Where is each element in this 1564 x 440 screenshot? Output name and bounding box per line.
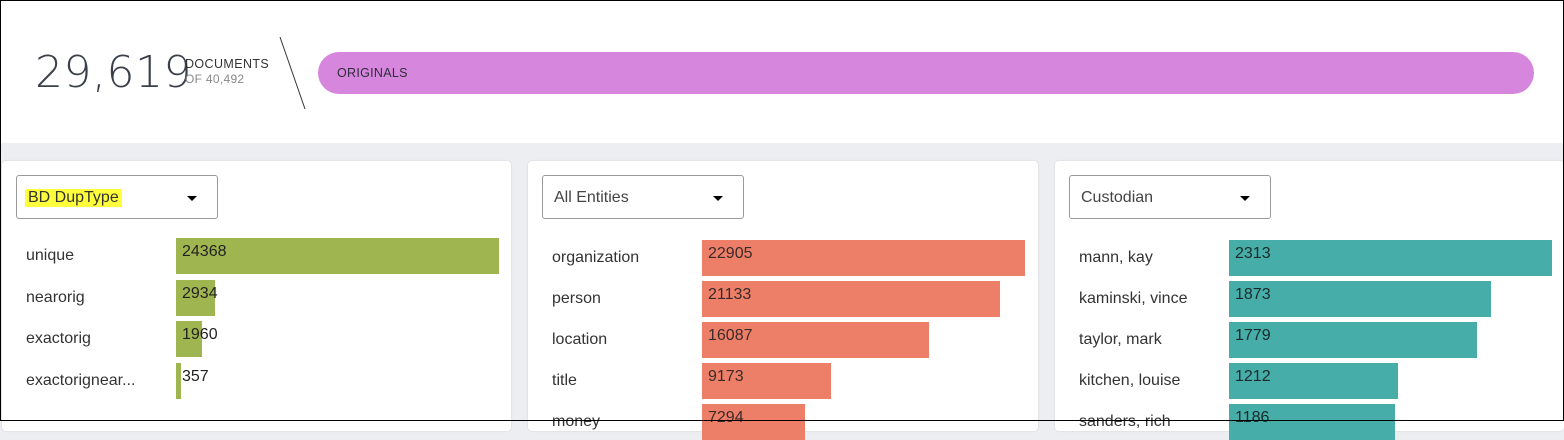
caret-down-icon xyxy=(187,196,197,201)
facet-row-label[interactable]: exactorig xyxy=(26,330,91,347)
facet-bar-value: 21133 xyxy=(708,286,752,303)
facet-bar-value: 2934 xyxy=(182,285,218,302)
facet-bar[interactable] xyxy=(176,280,215,316)
documents-label: DOCUMENTS xyxy=(185,57,270,71)
facet-bar[interactable] xyxy=(176,238,499,274)
facet-bar[interactable] xyxy=(1229,240,1552,276)
facet-select[interactable]: Custodian xyxy=(1069,175,1271,219)
facet-row-label[interactable]: title xyxy=(552,372,577,389)
facet-panel: All Entities organization 22905 person 21133… xyxy=(528,161,1038,440)
facet-row-label[interactable]: exactorignear... xyxy=(26,372,136,389)
facet-bar-value: 9173 xyxy=(708,368,744,385)
facet-bar-value: 24368 xyxy=(182,243,227,260)
originals-label: ORIGINALS xyxy=(337,66,408,80)
document-count: 29,619 xyxy=(35,47,192,98)
slash-divider xyxy=(279,36,306,110)
facet-row-label[interactable]: kitchen, louise xyxy=(1079,372,1181,389)
facet-select-value: BD DupType xyxy=(25,189,122,207)
summary-header: 29,619 DOCUMENTS OF 40,492 ORIGINALS xyxy=(1,1,1563,143)
facet-row-label[interactable]: kaminski, vince xyxy=(1079,290,1188,307)
facet-bar-value: 22905 xyxy=(708,245,753,262)
facet-bar[interactable] xyxy=(702,281,1000,317)
facet-bar[interactable] xyxy=(176,363,181,399)
facet-bar[interactable] xyxy=(1229,281,1491,317)
facet-row-label[interactable]: mann, kay xyxy=(1079,249,1153,266)
facet-bar-value: 1212 xyxy=(1235,368,1271,385)
facet-bar[interactable] xyxy=(702,322,929,358)
facet-bar-value: 1960 xyxy=(182,326,218,343)
facet-bar[interactable] xyxy=(702,363,831,399)
facet-panel: Custodian mann, kay 2313 kaminski, vince 187… xyxy=(1055,161,1564,440)
facet-select[interactable]: All Entities xyxy=(542,175,744,219)
facet-row-label[interactable]: unique xyxy=(26,247,75,264)
facet-bar-value: 2313 xyxy=(1235,245,1271,262)
facet-row-label[interactable]: nearorig xyxy=(26,289,85,306)
facet-panel: BD DupType unique 24368 nearorig 2934 exactor… xyxy=(2,161,511,431)
facet-bar-value: 7294 xyxy=(708,409,744,426)
facet-row-label[interactable]: money xyxy=(552,413,601,430)
originals-bar[interactable]: ORIGINALS xyxy=(318,52,1534,94)
caret-down-icon xyxy=(1240,196,1250,201)
facet-bar[interactable] xyxy=(176,321,202,357)
facet-row-label[interactable]: taylor, mark xyxy=(1079,331,1162,348)
facet-select-value: Custodian xyxy=(1081,189,1154,206)
facet-bar-value: 1873 xyxy=(1235,286,1271,303)
facet-bar-value: 1779 xyxy=(1235,327,1271,344)
facet-bar[interactable] xyxy=(1229,363,1398,399)
facet-bar-value: 357 xyxy=(182,368,209,385)
facet-select-value: All Entities xyxy=(554,189,629,206)
facet-bar-value: 1186 xyxy=(1235,409,1270,426)
facet-bar-value: 16087 xyxy=(708,327,753,344)
facet-row-label[interactable]: organization xyxy=(552,249,640,266)
caret-down-icon xyxy=(713,196,723,201)
facet-bar[interactable] xyxy=(1229,322,1477,358)
documents-total: OF 40,492 xyxy=(185,72,245,86)
facet-bar[interactable] xyxy=(702,240,1025,276)
facet-row-label[interactable]: person xyxy=(552,290,601,307)
facet-select[interactable]: BD DupType xyxy=(16,175,218,219)
facet-row-label[interactable]: location xyxy=(552,331,608,348)
facet-row-label[interactable]: sanders, rich xyxy=(1079,413,1171,430)
